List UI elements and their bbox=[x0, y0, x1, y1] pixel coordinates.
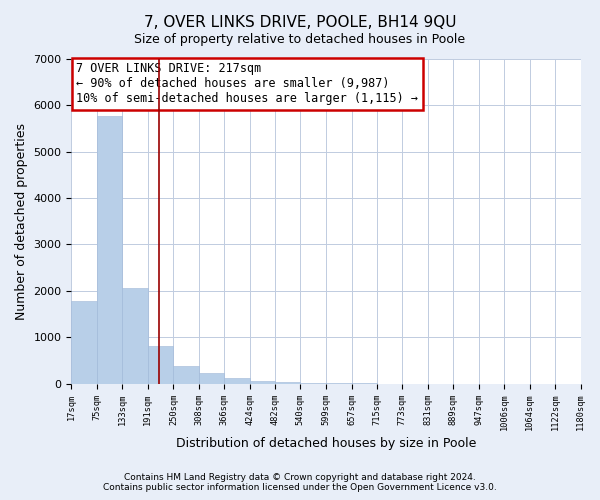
Bar bbox=[250, 381, 275, 384]
X-axis label: Distribution of detached houses by size in Poole: Distribution of detached houses by size … bbox=[176, 437, 476, 450]
Text: Size of property relative to detached houses in Poole: Size of property relative to detached ho… bbox=[134, 32, 466, 46]
Bar bbox=[71, 301, 97, 384]
Bar bbox=[173, 366, 199, 384]
Text: 7, OVER LINKS DRIVE, POOLE, BH14 9QU: 7, OVER LINKS DRIVE, POOLE, BH14 9QU bbox=[144, 15, 456, 30]
Text: 7 OVER LINKS DRIVE: 217sqm
← 90% of detached houses are smaller (9,987)
10% of s: 7 OVER LINKS DRIVE: 217sqm ← 90% of deta… bbox=[76, 62, 418, 105]
Bar bbox=[97, 116, 122, 384]
Bar bbox=[275, 382, 301, 384]
Bar bbox=[224, 378, 250, 384]
Bar bbox=[148, 346, 173, 384]
Bar bbox=[122, 288, 148, 384]
Bar bbox=[199, 373, 224, 384]
Y-axis label: Number of detached properties: Number of detached properties bbox=[15, 123, 28, 320]
Text: Contains HM Land Registry data © Crown copyright and database right 2024.
Contai: Contains HM Land Registry data © Crown c… bbox=[103, 473, 497, 492]
